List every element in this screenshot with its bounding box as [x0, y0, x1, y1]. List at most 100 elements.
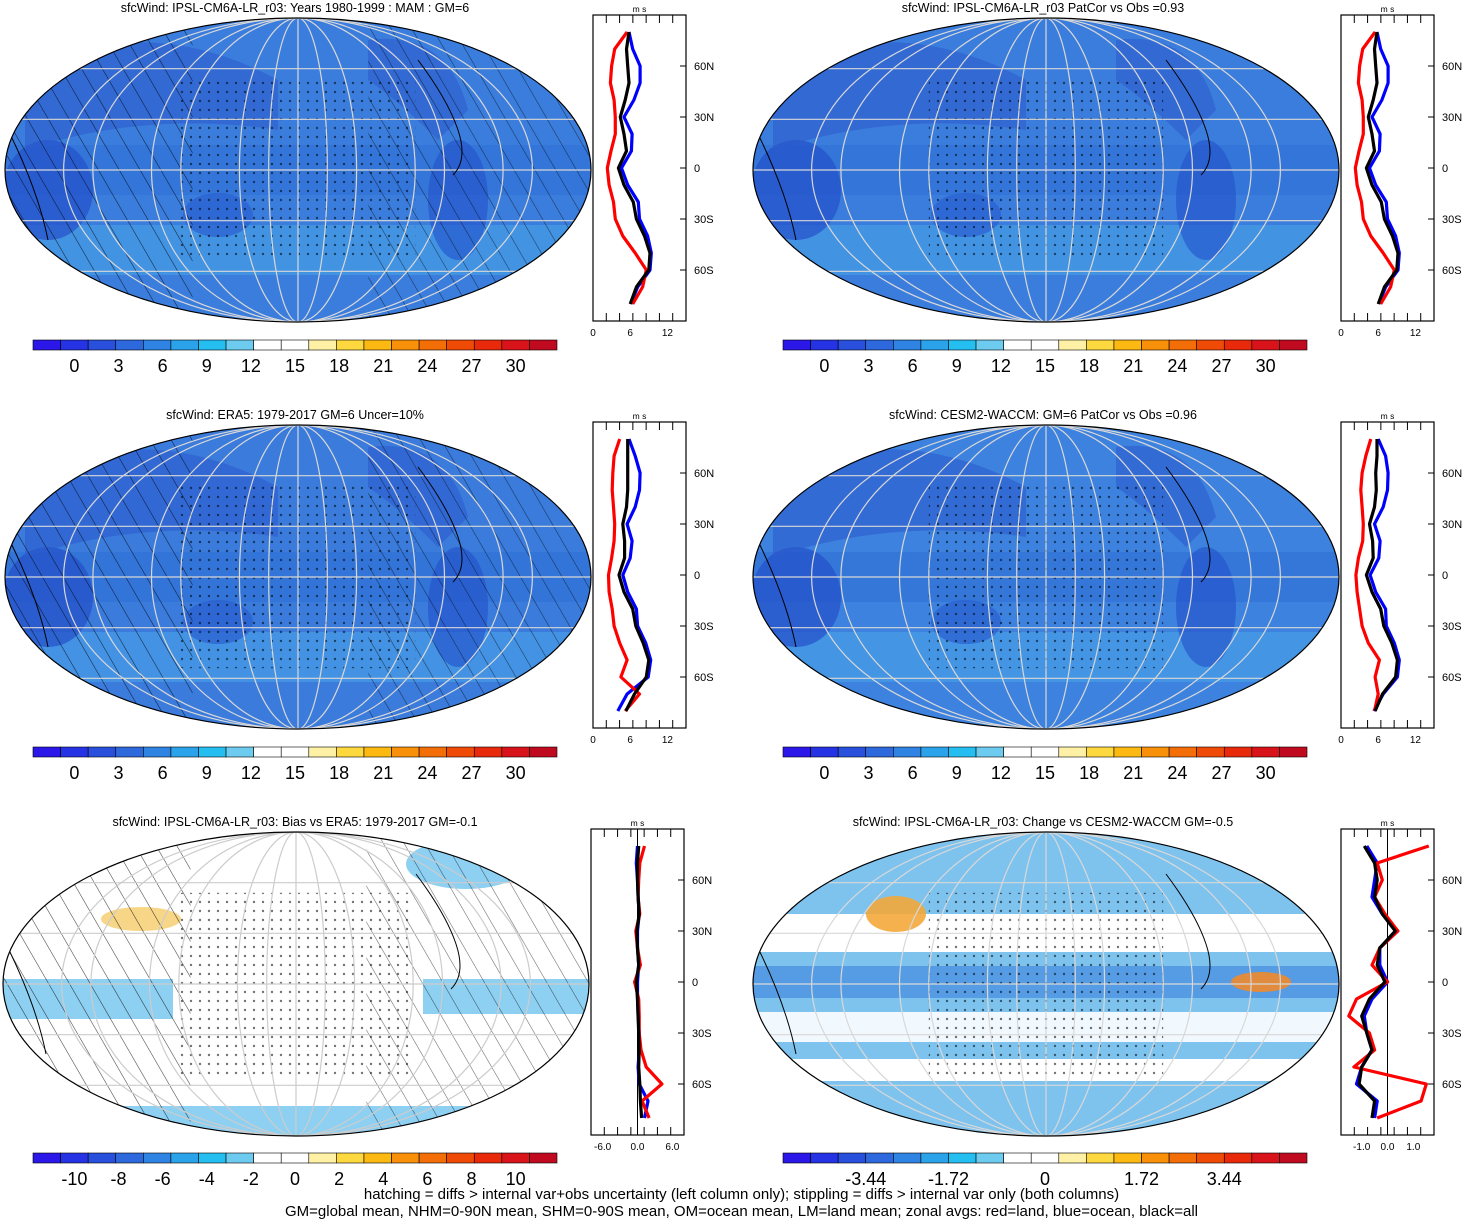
colorbar-tick-label: 12: [241, 356, 261, 376]
colorbar-box: [1141, 1152, 1170, 1164]
meridian-line: [150, 425, 446, 729]
colorbar-tick-label: -8: [110, 1169, 126, 1189]
colorbar-box: [865, 339, 894, 351]
colorbar-box: [253, 1152, 282, 1164]
x-tick-label: -1.0: [1353, 1142, 1371, 1153]
lat-tick-label: 30N: [694, 112, 714, 124]
meridian-line: [236, 832, 356, 1136]
north-america-shape: [1116, 445, 1216, 547]
colorbar-box: [1251, 339, 1280, 351]
colorbar-tick-label: 12: [241, 763, 261, 783]
map-border: [752, 17, 1340, 323]
panel-title: sfcWind: IPSL-CM6A-LR_r03 PatCor vs Obs …: [902, 1, 1184, 15]
lat-tick-label: 60N: [1442, 875, 1462, 887]
x-tick-label: 0: [590, 735, 596, 746]
colorbar-tick-label: 0: [1040, 1169, 1050, 1189]
meridian-line: [61, 832, 531, 1136]
meridian-line: [180, 18, 416, 322]
colorbar-box: [810, 746, 839, 758]
colorbar-tick-label: 30: [1256, 356, 1276, 376]
meridian-line: [986, 832, 1106, 1136]
colorbar-tick-label: 27: [1211, 763, 1231, 783]
lat-tick-label: 0: [694, 163, 700, 175]
meridian-line: [63, 425, 533, 729]
x-tick-label: 12: [1410, 328, 1422, 339]
colorbar-tick-label: 24: [1167, 763, 1187, 783]
colorbar-tick-label: 18: [1079, 356, 1099, 376]
colorbar-box: [60, 746, 89, 758]
colorbar-box: [1141, 339, 1170, 351]
colorbar-tick-label: 21: [373, 356, 393, 376]
panel-title: sfcWind: ERA5: 1979-2017 GM=6 Uncer=10%: [166, 408, 424, 422]
map-area: [5, 425, 591, 729]
graticule: [3, 832, 589, 1136]
zonal-mean-plot: 60N 30N 0 30S 60S 0 6 12 m s: [590, 4, 714, 339]
zonal-mean-plot: 60N 30N 0 30S 60S -1.0 0.0 1.0 m s: [1340, 818, 1462, 1153]
colorbar: 0 3 6 9 12 15 18 21 24 27 30: [782, 339, 1308, 376]
colorbar-box: [473, 1152, 503, 1164]
colorbar-tick-label: 12: [991, 356, 1011, 376]
x-tick-label: 6: [1375, 328, 1381, 339]
colorbar-tick-label: 0: [819, 763, 829, 783]
colorbar-tick-label: -2: [243, 1169, 259, 1189]
coastline: [1165, 466, 1211, 583]
lat-tick-label: 30N: [1442, 926, 1462, 938]
meridian-line: [898, 18, 1194, 322]
x-tick-label: 0: [1338, 735, 1344, 746]
colorbar-box: [87, 746, 117, 758]
colorbar-box: [1113, 339, 1142, 351]
zonal-mean-plot: 60N 30N 0 30S 60S -6.0 0.0 6.0 m s: [590, 818, 712, 1153]
coastline: [755, 943, 797, 1055]
colorbar-box: [391, 339, 420, 351]
colorbar-box: [1003, 339, 1032, 351]
colorbar-box: [280, 746, 310, 758]
colorbar-box: [1003, 1152, 1032, 1164]
colorbar-tick-label: 1.72: [1124, 1169, 1159, 1189]
colorbar-box: [87, 339, 117, 351]
colorbar-box: [782, 339, 811, 351]
colorbar-tick-label: -4: [199, 1169, 215, 1189]
meridian-line: [268, 425, 328, 729]
colorbar-box: [1168, 339, 1197, 351]
colorbar-box: [975, 746, 1004, 758]
graticule: [753, 425, 1339, 729]
change-positive-patch-atlantic: [1231, 972, 1291, 992]
meridian-line: [840, 425, 1252, 729]
colorbar-box: [253, 746, 282, 758]
colorbar-box: [501, 1152, 530, 1164]
lat-tick-label: 60S: [1442, 672, 1462, 684]
meridian-line: [840, 18, 1252, 322]
colorbar-tick-label: 3: [113, 356, 123, 376]
colorbar-tick-label: 12: [991, 763, 1011, 783]
colorbar-box: [115, 746, 144, 758]
lat-tick-label: 0: [692, 977, 698, 989]
colorbar-tick-label: 27: [1211, 356, 1231, 376]
x-tick-label: 6.0: [665, 1142, 679, 1153]
panel-title: sfcWind: CESM2-WACCM: GM=6 PatCor vs Obs…: [889, 408, 1197, 422]
colorbar-tick-label: 21: [373, 763, 393, 783]
coastline: [7, 536, 49, 648]
lat-tick-label: 60S: [694, 672, 714, 684]
lat-tick-label: 60N: [694, 468, 714, 480]
colorbar-box: [446, 746, 475, 758]
colorbar-tick-label: 24: [1167, 356, 1187, 376]
colorbar-box: [225, 339, 254, 351]
colorbar-box: [948, 1152, 977, 1164]
colorbar-box: [1086, 746, 1115, 758]
x-tick-label: 12: [662, 735, 674, 746]
colorbar-box: [837, 746, 867, 758]
colorbar-box: [336, 1152, 365, 1164]
colorbar-box: [308, 339, 337, 351]
colorbar-tick-label: 15: [1035, 763, 1055, 783]
colorbar-box: [418, 746, 447, 758]
lat-tick-label: 0: [694, 570, 700, 582]
colorbar-box: [1086, 1152, 1115, 1164]
meridian-line: [928, 18, 1164, 322]
colorbar-box: [336, 339, 365, 351]
lat-tick-label: 60N: [1442, 61, 1462, 73]
colorbar-box: [170, 339, 199, 351]
lat-tick-label: 60N: [1442, 468, 1462, 480]
coastline: [415, 873, 461, 990]
x-tick-label: 12: [662, 328, 674, 339]
colorbar: 0 3 6 9 12 15 18 21 24 27 30: [32, 339, 558, 376]
